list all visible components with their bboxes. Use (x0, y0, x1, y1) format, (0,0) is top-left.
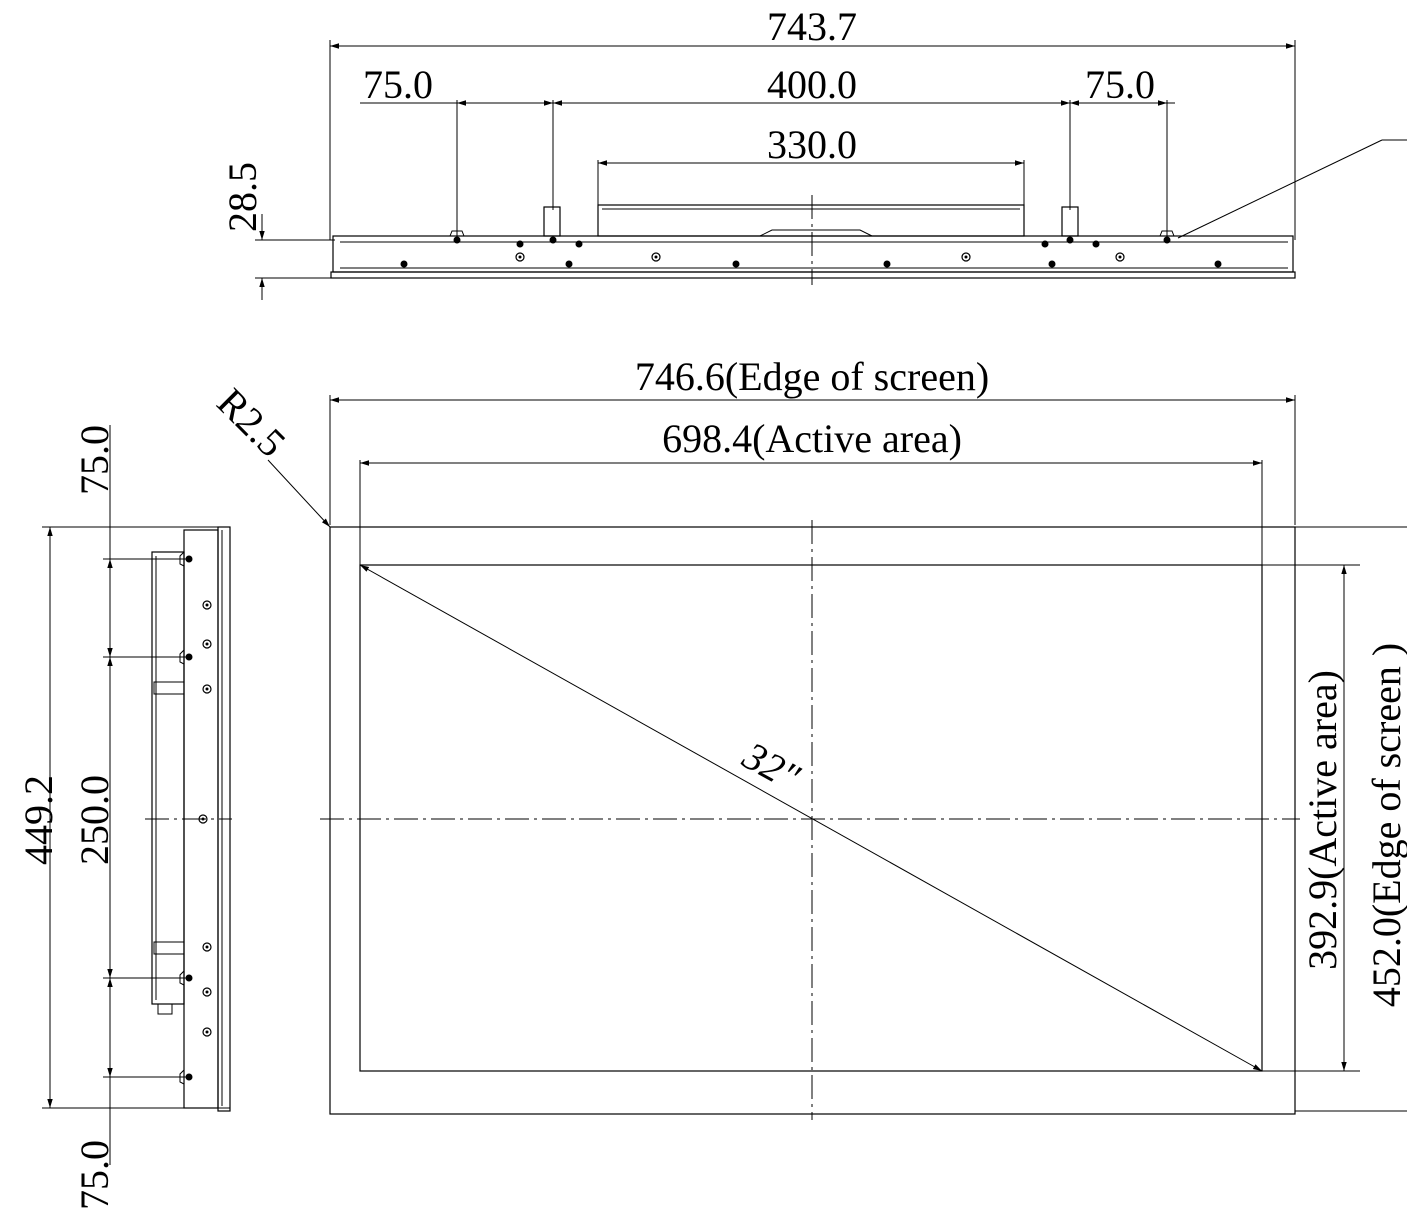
depth-label: 28.5 (220, 162, 265, 232)
side-hole-spacing-label: 250.0 (72, 775, 117, 865)
top-view: 743.7 75.0 400.0 75.0 330.0 28.5 (220, 4, 1407, 300)
corner-radius-label: R2.5 (209, 379, 295, 465)
active-width-label: 698.4(Active area) (662, 416, 962, 461)
front-view: 746.6(Edge of screen) 698.4(Active area)… (209, 354, 1407, 1120)
top-view-holes (400, 236, 1222, 268)
inner-width-label: 330.0 (767, 122, 857, 167)
overall-width-label: 743.7 (767, 4, 857, 49)
hole-spacing-label: 400.0 (767, 62, 857, 107)
overall-height-label: 449.2 (16, 775, 61, 865)
side-view-holes (185, 555, 212, 1081)
diagonal-line (359, 564, 1263, 1072)
left-offset-label: 75.0 (363, 62, 433, 107)
right-offset-label: 75.0 (1085, 62, 1155, 107)
side-view: 449.2 75.0 250.0 75.0 (16, 425, 232, 1210)
active-height-label: 392.9(Active area) (1300, 670, 1345, 970)
screen-edge-height-label: 452.0(Edge of screen ) (1364, 643, 1407, 1007)
top-offset-label: 75.0 (72, 425, 117, 495)
diagonal-label: 32" (735, 732, 808, 799)
bottom-offset-label: 75.0 (72, 1140, 117, 1210)
screen-edge-width-label: 746.6(Edge of screen) (635, 354, 989, 399)
